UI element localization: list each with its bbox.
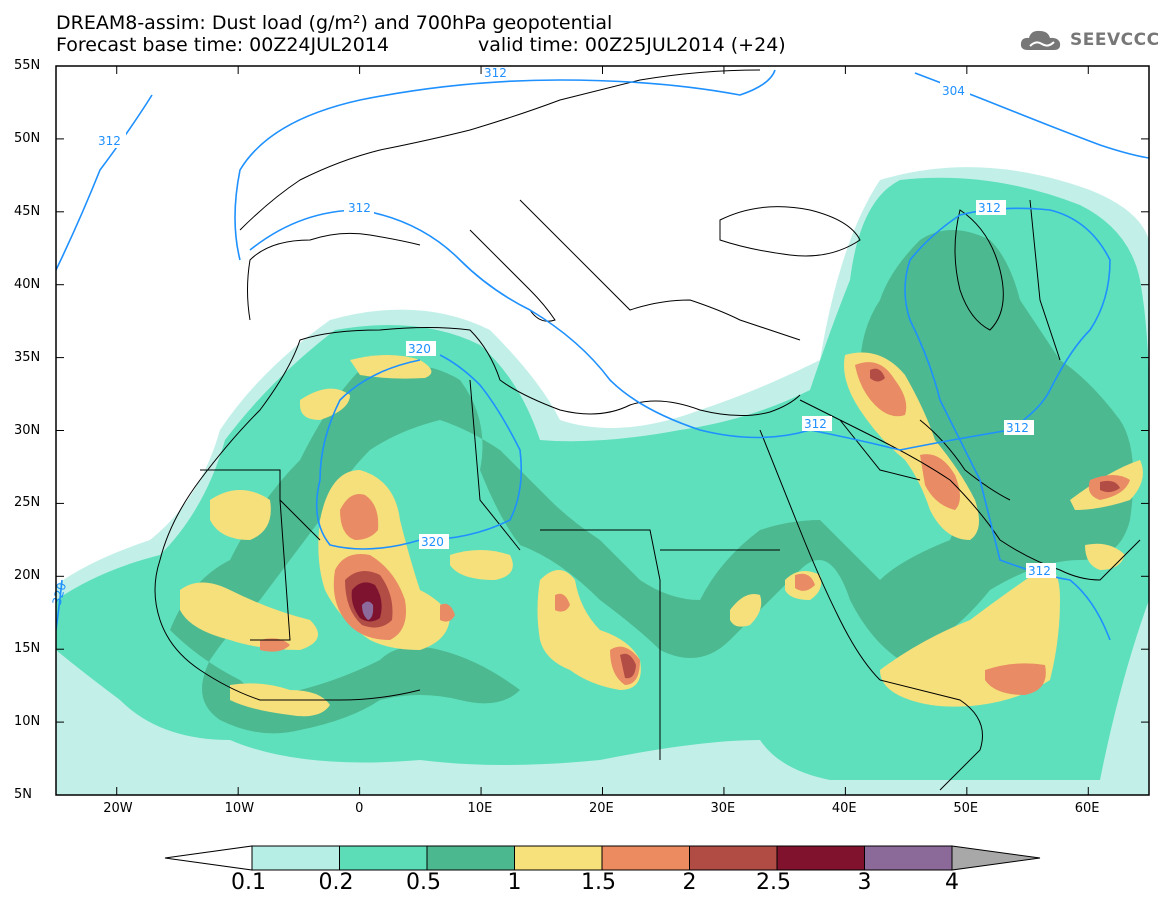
dust-level-05: [170, 230, 1134, 734]
lon-label-40e: 40E: [831, 801, 857, 816]
contour-312-europe: [234, 69, 776, 261]
colorbar-box: [339, 845, 428, 871]
border-4: [540, 529, 661, 760]
lon-label-50e: 50E: [953, 801, 979, 816]
lat-label-55n: 55N: [14, 58, 41, 73]
lat-label-35n: 35N: [14, 349, 41, 365]
colorbar-box: [776, 845, 865, 871]
label-312-egypt: 312: [804, 417, 827, 431]
border-7: [1029, 199, 1061, 361]
label-312-caspian: 312: [978, 201, 1001, 215]
label-304: 304: [942, 84, 965, 98]
colorbar-box: [251, 845, 340, 871]
lon-label-30e: 30E: [710, 801, 736, 816]
coast-black-sea: [719, 206, 861, 257]
coast-iberia: [247, 232, 421, 321]
colorbar-label: 2.5: [756, 870, 791, 895]
coast-balkans: [519, 199, 801, 341]
lat-label-15n: 15N: [14, 641, 41, 657]
lon-label-0: 0: [355, 801, 364, 816]
label-320-w: 320: [50, 581, 69, 607]
cloud-icon: [1020, 30, 1061, 50]
coast-north-africa: [159, 327, 801, 561]
title-valid-time: valid time: 00Z25JUL2014 (+24): [478, 34, 786, 56]
lat-label-10n: 10N: [14, 714, 41, 730]
colorbar-label: 0.1: [231, 870, 266, 895]
lat-label-30n: 30N: [14, 422, 41, 438]
coast-red-sea: [759, 429, 881, 681]
colorbar-label: 1.5: [581, 870, 616, 895]
coast-west-africa: [154, 559, 421, 701]
colorbar-box: [514, 845, 603, 871]
colorbar: [164, 845, 1041, 871]
coast-gulf: [919, 419, 1011, 501]
coastlines: [154, 69, 1141, 791]
coast-caspian: [954, 209, 1004, 331]
label-312-mid: 312: [348, 201, 371, 215]
contour-320: [315, 354, 523, 550]
label-312-n: 312: [484, 66, 507, 80]
colorbar-label: 0.2: [318, 870, 354, 895]
lat-label-45n: 45N: [14, 203, 41, 219]
lon-label-20w: 20W: [103, 801, 133, 816]
lon-label-20e: 20E: [589, 801, 614, 816]
geopotential-contours: [56, 69, 1149, 641]
colorbar-label: 4: [945, 870, 959, 895]
contour-labels: 312 312 304 312 312 320 312 312 320 312 …: [50, 65, 1056, 607]
label-312-se: 312: [1028, 564, 1051, 578]
lon-label-10w: 10W: [224, 801, 255, 816]
lat-label-25n: 25N: [14, 495, 41, 511]
axis-ticks: [56, 65, 1149, 796]
lat-label-40n: 40N: [14, 276, 41, 292]
colorbar-box: [601, 845, 690, 871]
colorbar-box: [864, 845, 953, 871]
label-312-w: 312: [98, 134, 121, 148]
lat-label-5n: 5N: [14, 787, 32, 802]
colorbar-high-arrow: [951, 845, 1041, 871]
lon-label-60e: 60E: [1074, 801, 1100, 816]
lat-label-50n: 50N: [14, 130, 41, 146]
dust-field: [56, 167, 1149, 795]
title-base-time: Forecast base time: 00Z24JUL2014: [56, 34, 389, 56]
colorbar-boxes: [251, 845, 953, 871]
colorbar-label: 3: [857, 870, 872, 895]
colorbar-label: 1: [507, 870, 522, 895]
dust-level-3: [362, 601, 374, 620]
lon-label-10e: 10E: [467, 801, 493, 816]
colorbar-label: 2: [682, 870, 697, 895]
contour-312-mid: [249, 207, 1111, 641]
coast-arabia: [799, 399, 1141, 581]
contour-312-west: [56, 94, 153, 271]
label-320-n: 320: [408, 342, 431, 356]
border-6: [839, 419, 921, 481]
logo-text: SEEVCCC: [1070, 30, 1160, 50]
border-3: [469, 379, 521, 551]
border-1: [200, 469, 321, 541]
colorbar-box: [426, 845, 515, 871]
colorbar-low-arrow: [164, 845, 253, 871]
title-line-1: DREAM8-assim: Dust load (g/m²) and 700hP…: [56, 12, 613, 34]
label-312-iran: 312: [1006, 421, 1029, 435]
colorbar-box: [689, 845, 778, 871]
coast-horn: [879, 679, 983, 791]
colorbar-label: 0.5: [406, 870, 441, 895]
lat-label-20n: 20N: [14, 568, 41, 584]
label-320-s: 320: [421, 535, 444, 549]
seevccc-logo: SEEVCCC: [1018, 26, 1160, 54]
border-2: [250, 499, 291, 641]
coast-europe: [239, 69, 761, 231]
coast-italy: [469, 229, 556, 322]
